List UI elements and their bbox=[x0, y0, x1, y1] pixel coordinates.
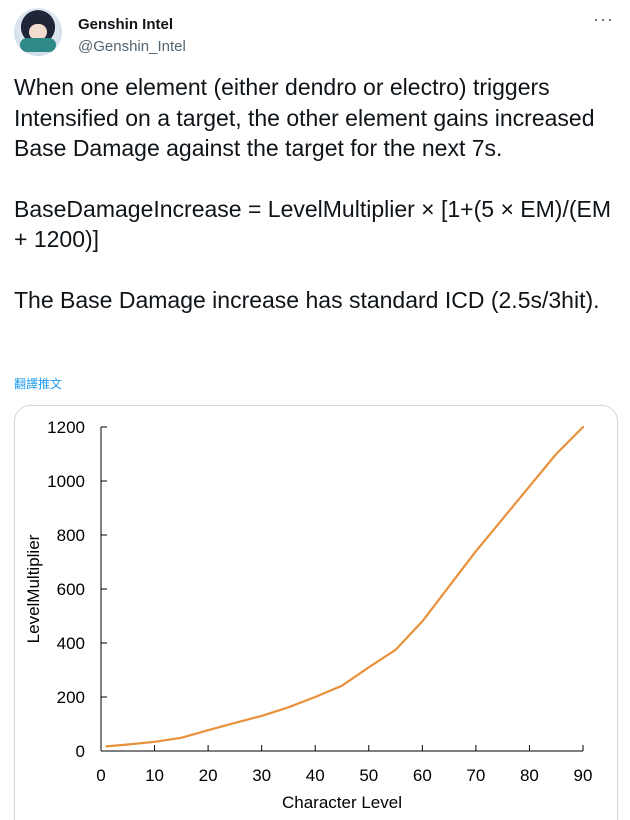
tweet-paragraph-2: BaseDamageIncrease = LevelMultiplier × [… bbox=[14, 195, 611, 253]
paragraph-gap bbox=[14, 164, 614, 194]
paragraph-gap bbox=[14, 255, 614, 285]
y-tick-label: 200 bbox=[57, 688, 85, 707]
avatar[interactable] bbox=[14, 8, 62, 56]
more-options-icon[interactable]: ··· bbox=[593, 9, 614, 29]
y-axis-label: LevelMultiplier bbox=[24, 534, 43, 643]
avatar-hat bbox=[20, 38, 56, 52]
tweet-paragraph-3: The Base Damage increase has standard IC… bbox=[14, 286, 600, 313]
y-tick-label: 1000 bbox=[47, 472, 85, 491]
tweet-header: Genshin Intel @Genshin_Intel ··· bbox=[14, 8, 616, 58]
x-tick-label: 60 bbox=[413, 766, 432, 785]
tweet-text: When one element (either dendro or elect… bbox=[14, 72, 614, 315]
tweet-paragraph-1: When one element (either dendro or elect… bbox=[14, 74, 595, 161]
x-tick-label: 30 bbox=[252, 766, 271, 785]
y-tick-label: 400 bbox=[57, 634, 85, 653]
x-tick-label: 0 bbox=[96, 766, 105, 785]
y-tick-label: 0 bbox=[76, 742, 85, 761]
x-tick-label: 50 bbox=[359, 766, 378, 785]
avatar-face bbox=[29, 24, 47, 40]
translate-tweet-link[interactable]: 翻譯推文 bbox=[14, 377, 63, 391]
y-tick-label: 800 bbox=[57, 526, 85, 545]
series-line bbox=[105, 425, 585, 748]
x-tick-label: 90 bbox=[574, 766, 593, 785]
x-tick-label: 40 bbox=[306, 766, 325, 785]
x-tick-label: 80 bbox=[520, 766, 539, 785]
level-multiplier-chart: 0 200 400 600 800 1000 1200 0 10 20 30 40 50 60 70 80 90… bbox=[24, 418, 593, 812]
x-tick-label: 70 bbox=[466, 766, 485, 785]
user-handle[interactable]: @Genshin_Intel bbox=[78, 38, 186, 55]
y-tick-label: 1200 bbox=[47, 418, 85, 437]
y-tick-label: 600 bbox=[57, 580, 85, 599]
x-axis-label: Character Level bbox=[282, 793, 402, 812]
display-name[interactable]: Genshin Intel bbox=[78, 16, 174, 33]
x-tick-label: 20 bbox=[199, 766, 218, 785]
x-tick-label: 10 bbox=[145, 766, 164, 785]
chart-image-card[interactable]: 0 200 400 600 800 1000 1200 0 10 20 30 40 50 60 70 80 90… bbox=[14, 405, 618, 820]
